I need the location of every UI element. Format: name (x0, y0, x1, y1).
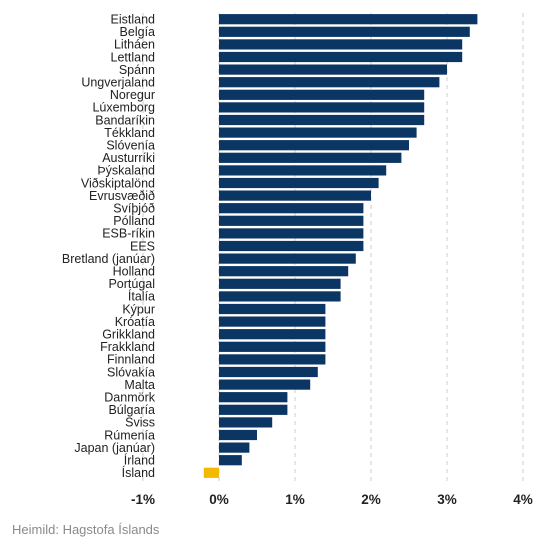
bar (219, 329, 326, 340)
bar (219, 203, 364, 214)
bar (219, 228, 364, 239)
x-tick-label: 1% (285, 492, 305, 507)
category-label: Tékkland (104, 126, 155, 140)
bar (219, 102, 425, 113)
bar (219, 14, 478, 25)
bar (219, 278, 341, 289)
category-label: Grikkland (102, 328, 155, 342)
category-label: Sviss (125, 416, 155, 430)
category-label: ESB-ríkin (102, 227, 155, 241)
bar (219, 165, 387, 176)
category-label: Slóvakía (107, 365, 155, 379)
category-label: Þýskaland (97, 164, 155, 178)
bar (219, 114, 425, 126)
bar (219, 404, 288, 415)
bar (219, 240, 364, 252)
category-label: Írland (124, 453, 155, 468)
x-tick-label: 2% (361, 492, 381, 507)
category-label: Litháen (114, 38, 155, 52)
category-label: Bretland (janúar) (62, 252, 155, 266)
category-label: Austurríki (102, 151, 155, 165)
bar (219, 64, 447, 75)
bar (219, 190, 371, 201)
x-tick-label: -1% (131, 492, 155, 507)
bar (219, 366, 318, 378)
category-label: Evrusvæðið (89, 189, 155, 203)
bar (219, 140, 409, 151)
category-label: Lettland (111, 50, 156, 64)
x-tick-labels: -1% 0% 1% 2% 3% 4% (131, 492, 533, 507)
bar (219, 77, 440, 88)
category-label: Spánn (119, 63, 155, 77)
bar (219, 152, 402, 163)
bar (219, 341, 326, 352)
bar (219, 379, 311, 390)
category-labels: EistlandBelgíaLitháenLettlandSpánnUngver… (62, 13, 156, 481)
bar (219, 215, 364, 226)
x-tick-label: 3% (437, 492, 457, 507)
category-label: Holland (113, 265, 155, 279)
bar (219, 442, 250, 453)
bar (219, 429, 257, 441)
x-tick-label: 4% (513, 492, 533, 507)
category-label: Ungverjaland (81, 76, 155, 90)
bar (219, 89, 425, 100)
bar (219, 177, 379, 189)
category-label: Slóvenía (106, 139, 155, 153)
bar (219, 392, 288, 403)
category-label: Noregur (110, 88, 155, 102)
category-label: Rúmenía (104, 428, 155, 442)
bar (219, 291, 341, 302)
bar (219, 51, 463, 63)
category-label: Lúxemborg (92, 101, 155, 115)
category-label: Malta (124, 378, 155, 392)
category-label: Svíþjóð (113, 202, 155, 216)
category-label: Japan (janúar) (74, 441, 155, 455)
category-label: Pólland (113, 214, 155, 228)
bar (219, 26, 470, 37)
category-label: Eistland (111, 13, 156, 27)
bar (219, 417, 273, 428)
category-label: Búlgaría (108, 403, 155, 417)
bars (203, 14, 478, 478)
category-label: Portúgal (108, 277, 155, 291)
bar (219, 354, 326, 365)
category-label: EES (130, 239, 155, 253)
category-label: Kýpur (122, 302, 155, 316)
x-tick-label: 0% (209, 492, 229, 507)
source-note: Heimild: Hagstofa Íslands (12, 522, 160, 537)
category-label: Viðskiptalönd (81, 176, 155, 190)
bar (219, 127, 417, 138)
category-label: Belgía (120, 25, 155, 39)
category-label: Frakkland (100, 340, 155, 354)
bar (219, 455, 242, 466)
bar (203, 467, 219, 478)
category-label: Króatía (115, 315, 155, 329)
category-label: Ísland (122, 465, 155, 480)
category-label: Danmörk (104, 391, 155, 405)
bar (219, 316, 326, 327)
bar (219, 303, 326, 315)
category-label: Ítalía (128, 289, 155, 304)
category-label: Finnland (107, 353, 155, 367)
bar (219, 266, 349, 277)
category-label: Bandaríkin (95, 113, 155, 127)
bar (219, 39, 463, 50)
bar (219, 253, 356, 264)
